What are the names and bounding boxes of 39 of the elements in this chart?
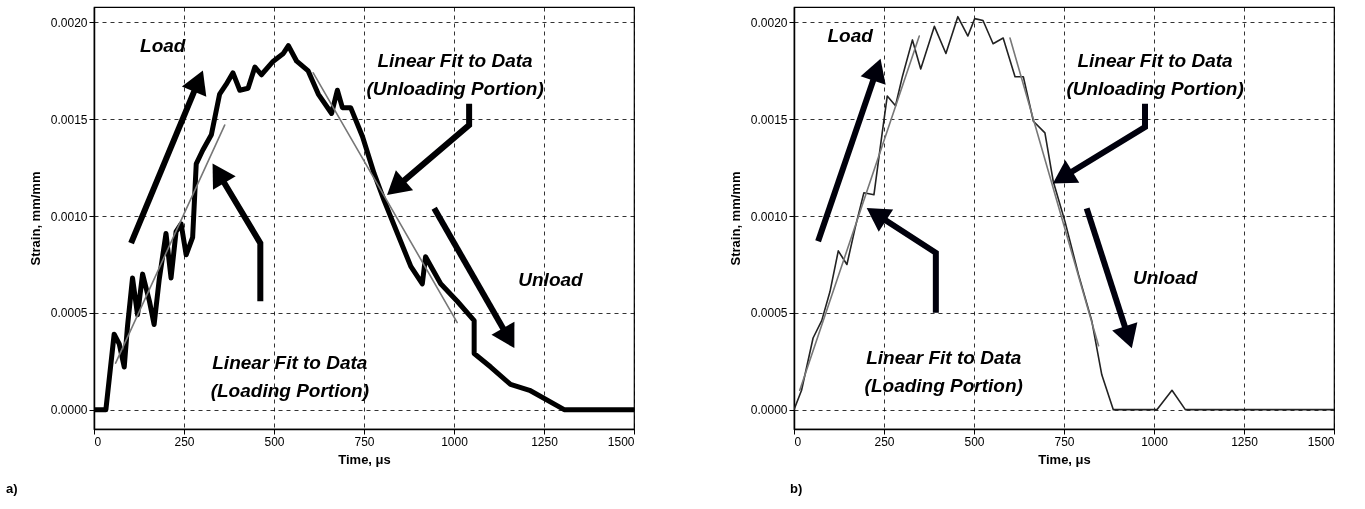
y-tick-label: 0.0020 bbox=[750, 15, 788, 30]
x-tick-label: 1250 bbox=[1231, 434, 1259, 449]
x-axis-title: Time, μs bbox=[338, 451, 391, 467]
y-tick-label: 0.0005 bbox=[50, 306, 88, 321]
annotation: Linear Fit to Data (Unloading Portion) bbox=[1066, 50, 1244, 100]
line-series bbox=[794, 15, 1334, 411]
x-tick-label: 1500 bbox=[607, 434, 635, 449]
y-tick-label: 0.0015 bbox=[50, 112, 88, 127]
x-tick-label: 1500 bbox=[1307, 434, 1335, 449]
y-tick-label: 0.0005 bbox=[750, 306, 788, 321]
y-tick-label: 0.0020 bbox=[50, 15, 88, 30]
x-tick-label: 250 bbox=[874, 434, 895, 449]
annotation: Unload bbox=[1132, 267, 1198, 289]
x-tick-label: 750 bbox=[1054, 434, 1075, 449]
annotation: Load bbox=[827, 25, 874, 47]
x-tick-label: 500 bbox=[964, 434, 985, 449]
y-axis-title: Strain, mm/mm bbox=[27, 171, 43, 266]
annotation: Linear Fit to Data (Loading Portion) bbox=[864, 347, 1023, 397]
annotation: Linear Fit to Data (Unloading Portion) bbox=[366, 50, 544, 100]
x-tick-label: 1250 bbox=[531, 434, 559, 449]
y-tick-label: 0.0000 bbox=[750, 403, 788, 418]
annotation: Unload bbox=[518, 268, 584, 290]
text: a) bbox=[6, 481, 18, 496]
x-tick-label: 250 bbox=[174, 434, 195, 449]
y-tick-label: 0.0010 bbox=[750, 209, 788, 224]
x-tick-label: 750 bbox=[354, 434, 375, 449]
x-tick-label: 0 bbox=[94, 434, 102, 449]
y-tick-label: 0.0000 bbox=[50, 403, 88, 418]
x-tick-label: 1000 bbox=[1141, 434, 1169, 449]
annotation: Load bbox=[140, 34, 186, 56]
text: b) bbox=[790, 481, 803, 496]
x-axis-title: Time, μs bbox=[1038, 451, 1091, 467]
annotation: Linear Fit to Data (Loading Portion) bbox=[210, 352, 369, 402]
x-tick-label: 1000 bbox=[441, 434, 469, 449]
y-tick-label: 0.0010 bbox=[50, 209, 88, 224]
x-tick-label: 500 bbox=[264, 434, 285, 449]
y-axis-title: Strain, mm/mm bbox=[727, 171, 743, 266]
x-tick-label: 0 bbox=[794, 434, 802, 449]
y-tick-label: 0.0015 bbox=[750, 112, 788, 127]
